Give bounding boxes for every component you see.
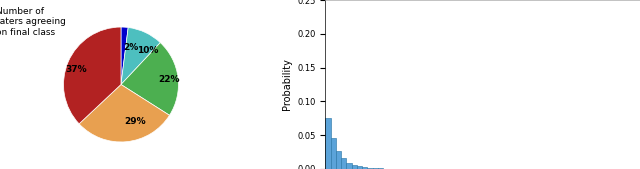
- Bar: [378, 168, 383, 169]
- Bar: [372, 168, 378, 169]
- Bar: [331, 138, 336, 169]
- Text: 22%: 22%: [158, 75, 180, 84]
- Wedge shape: [121, 43, 179, 115]
- Wedge shape: [63, 27, 121, 124]
- Text: 2%: 2%: [124, 43, 139, 52]
- Wedge shape: [79, 84, 170, 142]
- Bar: [351, 165, 357, 169]
- Text: 37%: 37%: [65, 65, 86, 74]
- Text: Number of
raters agreeing
on final class: Number of raters agreeing on final class: [0, 7, 66, 37]
- Bar: [326, 118, 331, 169]
- Bar: [367, 168, 372, 169]
- Text: 29%: 29%: [125, 117, 146, 126]
- Bar: [336, 151, 341, 169]
- Bar: [362, 167, 367, 169]
- Bar: [341, 158, 346, 169]
- Y-axis label: Probability: Probability: [282, 59, 292, 110]
- Bar: [346, 163, 351, 169]
- Text: 10%: 10%: [137, 46, 158, 55]
- Bar: [357, 166, 362, 169]
- Wedge shape: [121, 27, 128, 84]
- Wedge shape: [121, 28, 160, 84]
